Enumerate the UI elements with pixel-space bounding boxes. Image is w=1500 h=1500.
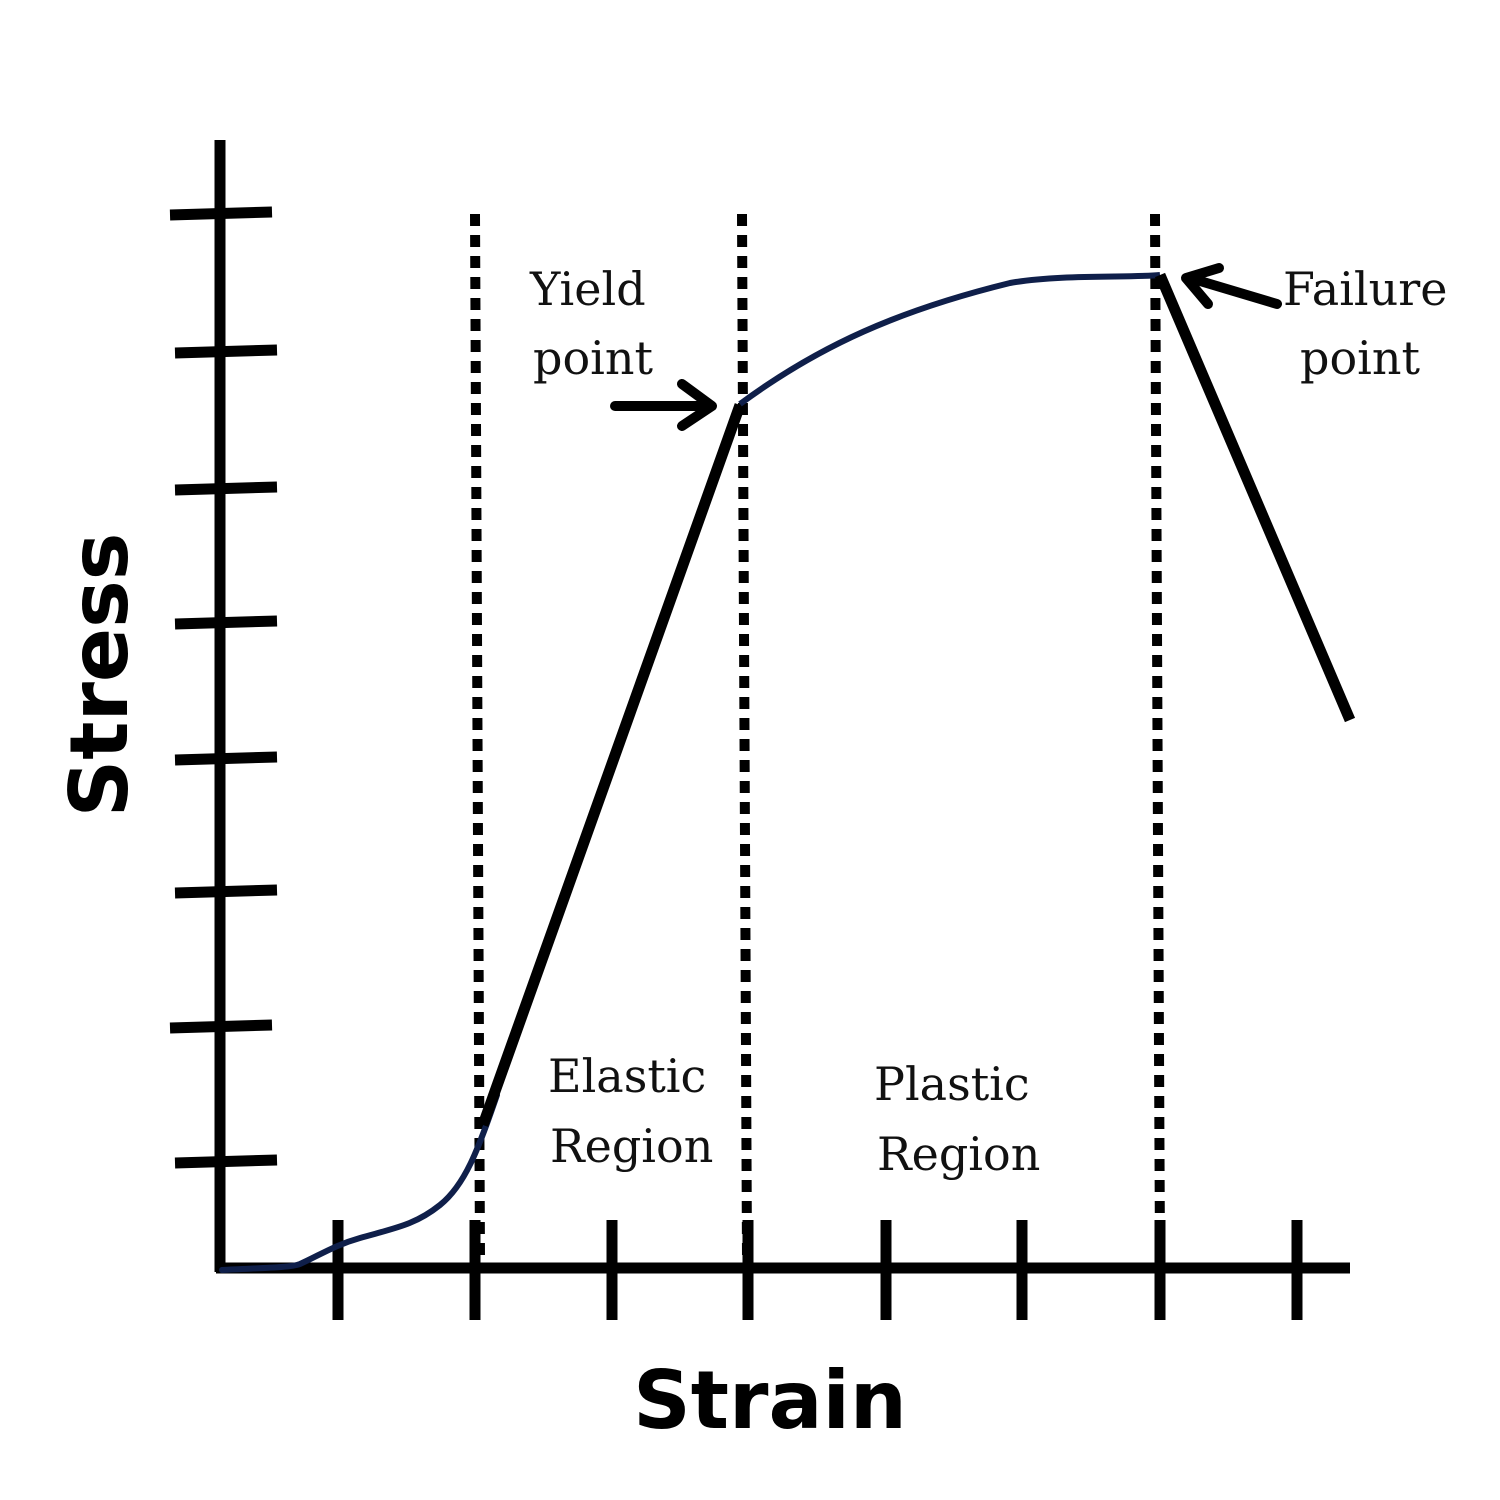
yield-label-line1: Yield [529,262,646,316]
yield-point-label: Yield point [529,262,660,385]
failure-boundary [1150,213,1165,1259]
curve-failure-line [1154,272,1356,723]
failure-label-line2: point [1300,331,1420,385]
failure-point-label: Failure point [1283,262,1462,385]
y-tick [174,615,278,630]
curve-elastic-line [477,403,746,1127]
y-axis-title: Stress [53,533,146,818]
elastic-label-line1: Elastic [548,1049,706,1103]
y-tick [174,481,278,496]
failure-arrow [1181,263,1282,309]
x-axis-title: Strain [633,1354,907,1447]
elastic-label-line2: Region [550,1119,713,1173]
y-tick [174,1154,278,1169]
yield-arrow [610,379,717,431]
failure-label-line1: Failure [1283,262,1447,316]
plastic-label-line2: Region [877,1127,1040,1181]
plastic-region-label: Plastic Region [874,1057,1044,1181]
y-tick [174,751,278,766]
yield-boundary [737,213,752,1259]
y-tick [174,884,278,899]
curve-plastic-region [738,272,1161,407]
plastic-label-line1: Plastic [874,1057,1030,1111]
elastic-region-label: Elastic Region [548,1049,721,1173]
y-tick [174,344,278,359]
y-tick [169,1019,273,1034]
y-tick [169,206,273,221]
curve-toe-region [219,1092,500,1273]
elastic-start-boundary [470,213,485,1259]
yield-label-line2: point [533,331,653,385]
x-axis-ticks [332,1220,1303,1320]
y-axis-ticks [169,206,278,1169]
